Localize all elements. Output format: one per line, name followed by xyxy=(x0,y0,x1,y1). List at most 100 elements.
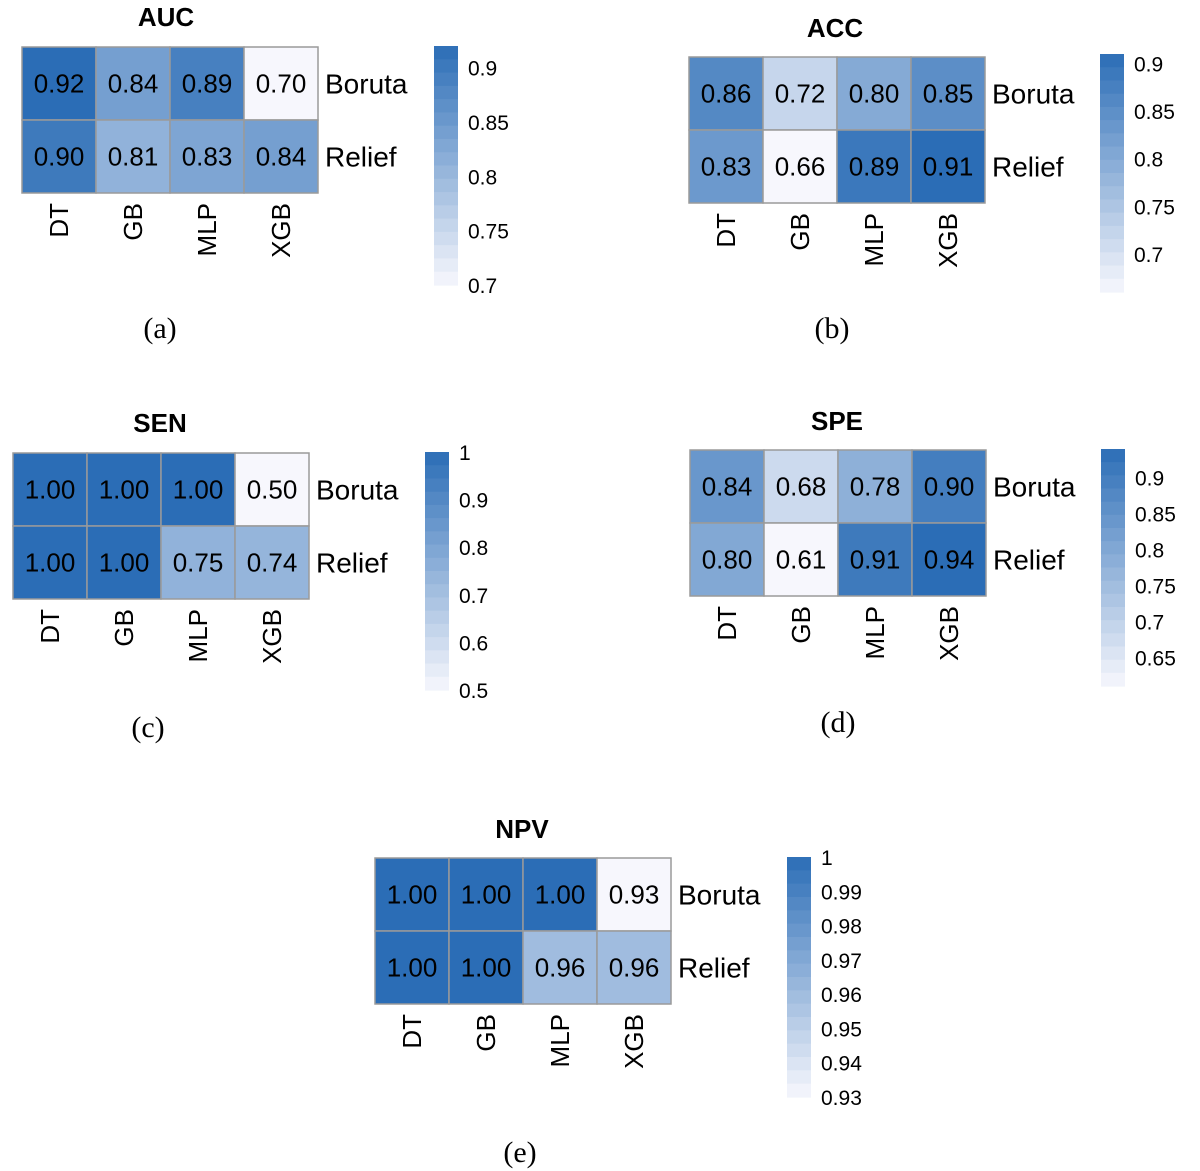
color-legend: 1 0.9 0.8 0.7 0.6 0.5 xyxy=(425,442,488,703)
chart-title: ACC xyxy=(807,13,864,43)
legend-swatch xyxy=(787,883,811,898)
legend-tick-label: 0.7 xyxy=(468,275,497,298)
heatmap-cell-boruta-xgb xyxy=(910,56,986,131)
cell-value-label: 0.84 xyxy=(702,472,753,502)
cell-value-label: 1.00 xyxy=(535,880,586,910)
legend-tick-label: 0.85 xyxy=(1134,101,1175,124)
legend-swatch xyxy=(1100,106,1124,121)
legend-swatch xyxy=(1101,567,1125,582)
legend-tick-label: 0.7 xyxy=(1134,244,1163,267)
panel-letter: (a) xyxy=(143,312,176,345)
cell-value-label: 0.78 xyxy=(850,472,901,502)
heatmap-cell-relief-xgb xyxy=(243,119,319,194)
legend-swatch xyxy=(787,1070,811,1085)
column-label-gb: GB xyxy=(471,1014,501,1052)
legend-tick-label: 0.75 xyxy=(1135,575,1176,598)
legend-swatch xyxy=(1100,252,1124,267)
legend-swatch xyxy=(434,112,458,127)
cell-value-label: 0.96 xyxy=(609,953,660,983)
legend-swatch xyxy=(434,178,458,193)
chart-title: NPV xyxy=(495,814,549,844)
legend-swatch xyxy=(434,99,458,113)
row-label-boruta: Boruta xyxy=(992,79,1075,110)
cell-value-label: 0.83 xyxy=(701,152,752,182)
legend-swatch xyxy=(1101,514,1125,529)
cell-value-label: 1.00 xyxy=(461,953,512,983)
cell-value-label: 0.84 xyxy=(256,142,307,172)
legend-swatch xyxy=(425,544,449,559)
legend-swatch xyxy=(787,870,811,885)
heatmap-cell-boruta-xgb xyxy=(243,46,319,121)
heatmap-cell-relief-gb xyxy=(762,129,838,204)
legend-swatch xyxy=(787,897,811,911)
legend-swatch xyxy=(1101,580,1125,595)
legend-swatch xyxy=(1101,501,1125,516)
cell-value-label: 1.00 xyxy=(25,475,76,505)
cell-value-label: 0.50 xyxy=(247,475,298,505)
legend-tick-label: 0.75 xyxy=(1134,196,1175,219)
legend-swatch xyxy=(425,557,449,572)
row-label-boruta: Boruta xyxy=(316,475,399,506)
legend-swatch xyxy=(434,205,458,220)
legend-swatch xyxy=(1100,239,1124,253)
column-label-dt: DT xyxy=(712,606,742,641)
legend-swatch xyxy=(1100,225,1124,240)
color-legend: 0.9 0.85 0.8 0.75 0.7 xyxy=(434,46,509,298)
cell-value-label: 0.81 xyxy=(108,142,159,172)
cell-value-label: 0.89 xyxy=(182,69,233,99)
legend-swatch xyxy=(434,218,458,233)
legend-swatch xyxy=(787,923,811,938)
column-label-mlp: MLP xyxy=(192,203,222,256)
legend-swatch xyxy=(787,937,811,951)
heatmap-cell-boruta-xgb xyxy=(911,449,987,524)
legend-tick-label: 0.96 xyxy=(821,984,862,1007)
legend-swatch xyxy=(787,1017,811,1031)
legend-swatch xyxy=(787,1003,811,1018)
legend-tick-label: 0.6 xyxy=(459,632,488,655)
cell-value-label: 0.91 xyxy=(923,152,974,182)
chart-title: AUC xyxy=(138,2,195,32)
heatmap-cell-boruta-mlp xyxy=(169,46,245,121)
column-label-xgb: XGB xyxy=(619,1014,649,1069)
heatmap-cell-boruta-gb xyxy=(95,46,171,121)
legend-tick-label: 0.7 xyxy=(1135,611,1164,634)
row-label-relief: Relief xyxy=(316,548,388,579)
legend-swatch xyxy=(434,165,458,180)
heatmap-cell-relief-xgb xyxy=(234,525,310,600)
heatmap-cell-relief-xgb xyxy=(911,522,987,597)
cell-value-label: 1.00 xyxy=(173,475,224,505)
panel-letter: (d) xyxy=(821,706,856,739)
legend-swatch xyxy=(1101,554,1125,569)
legend-swatch xyxy=(1100,54,1124,68)
column-label-mlp: MLP xyxy=(545,1014,575,1067)
legend-swatch xyxy=(425,623,449,638)
column-label-xgb: XGB xyxy=(934,606,964,661)
legend-swatch xyxy=(425,610,449,625)
column-label-xgb: XGB xyxy=(266,203,296,258)
legend-swatch xyxy=(434,258,458,273)
legend-tick-label: 1 xyxy=(821,847,833,870)
legend-swatch xyxy=(1101,646,1125,661)
legend-tick-label: 0.94 xyxy=(821,1053,862,1076)
cell-value-label: 1.00 xyxy=(25,548,76,578)
legend-swatch xyxy=(787,963,811,978)
legend-tick-label: 0.95 xyxy=(821,1018,862,1041)
heatmap-cell-boruta-mlp xyxy=(837,449,913,524)
column-label-gb: GB xyxy=(785,213,815,251)
column-label-xgb: XGB xyxy=(257,609,287,664)
legend-swatch xyxy=(434,152,458,167)
cell-value-label: 1.00 xyxy=(387,953,438,983)
legend-swatch xyxy=(1100,199,1124,214)
legend-swatch xyxy=(425,504,449,519)
legend-swatch xyxy=(434,85,458,100)
row-label-relief: Relief xyxy=(993,545,1065,576)
legend-swatch xyxy=(1100,173,1124,187)
heatmap-panel-npv: NPV 1.00 1.00 1.00 0.93 1.00 1.00 0.96 0.96 Borut… xyxy=(374,814,862,1169)
heatmap-cell-relief-dt xyxy=(374,930,450,1005)
legend-tick-label: 1 xyxy=(459,442,471,465)
legend-swatch xyxy=(1100,265,1124,280)
cell-value-label: 0.93 xyxy=(609,880,660,910)
cell-value-label: 0.94 xyxy=(924,545,975,575)
cell-value-label: 1.00 xyxy=(461,880,512,910)
column-label-dt: DT xyxy=(35,609,65,644)
